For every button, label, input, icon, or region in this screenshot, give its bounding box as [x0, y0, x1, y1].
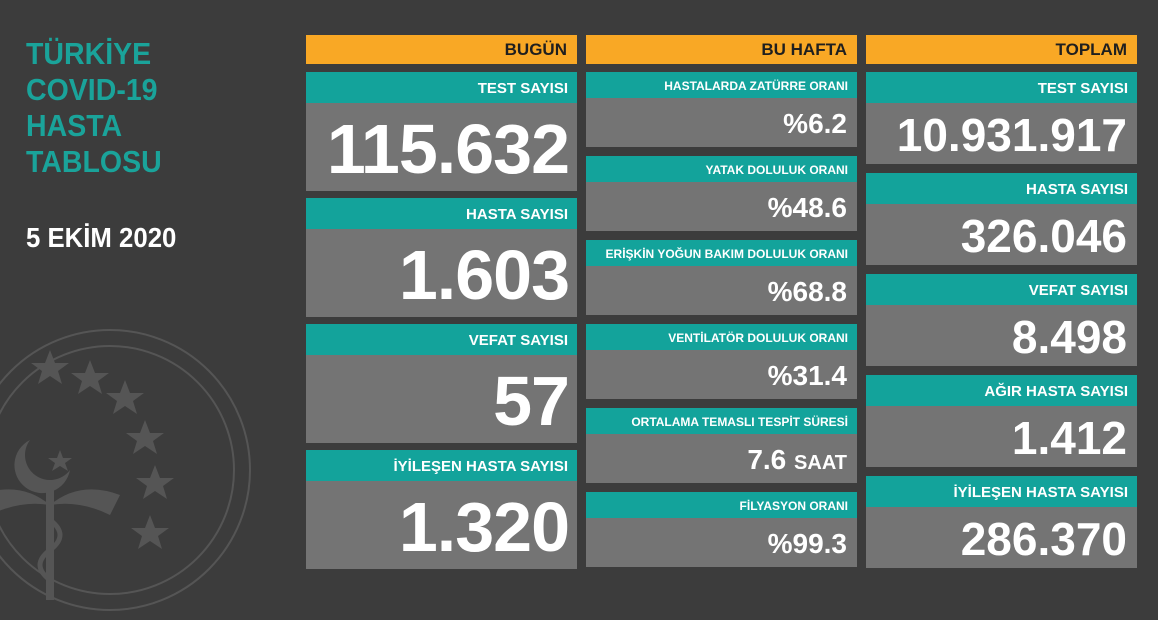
report-date: 5 EKİM 2020: [26, 222, 177, 253]
week-ventilator-card: VENTİLATÖR DOLULUK ORANI %31.4: [586, 324, 857, 399]
card-label: TEST SAYISI: [866, 72, 1137, 103]
card-value: 115.632: [306, 103, 577, 191]
value-number: 7.6: [747, 444, 787, 475]
card-label: VEFAT SAYISI: [306, 324, 577, 355]
card-label: VEFAT SAYISI: [866, 274, 1137, 305]
total-death-card: VEFAT SAYISI 8.498: [866, 274, 1137, 366]
title-line: HASTA: [26, 108, 123, 143]
week-header: BU HAFTA: [586, 35, 857, 64]
value-unit: SAAT: [794, 452, 847, 474]
total-test-card: TEST SAYISI 10.931.917: [866, 72, 1137, 164]
card-label: AĞIR HASTA SAYISI: [866, 375, 1137, 406]
card-label: İYİLEŞEN HASTA SAYISI: [866, 476, 1137, 507]
card-value: 1.603: [306, 229, 577, 317]
card-label: ORTALAMA TEMASLI TESPİT SÜRESİ: [586, 408, 857, 434]
card-value: %31.4: [586, 350, 857, 399]
week-filiation-card: FİLYASYON ORANI %99.3: [586, 492, 857, 567]
week-pneumonia-card: HASTALARDA ZATÜRRE ORANI %6.2: [586, 72, 857, 147]
title-line: TABLOSU: [26, 144, 162, 179]
today-column: BUGÜN TEST SAYISI 115.632 HASTA SAYISI 1…: [306, 35, 577, 569]
week-column: BU HAFTA HASTALARDA ZATÜRRE ORANI %6.2 Y…: [586, 35, 857, 567]
card-value: %68.8: [586, 266, 857, 315]
today-recovered-card: İYİLEŞEN HASTA SAYISI 1.320: [306, 450, 577, 569]
card-label: VENTİLATÖR DOLULUK ORANI: [586, 324, 857, 350]
total-recovered-card: İYİLEŞEN HASTA SAYISI 286.370: [866, 476, 1137, 568]
card-label: HASTALARDA ZATÜRRE ORANI: [586, 72, 857, 98]
card-label: TEST SAYISI: [306, 72, 577, 103]
card-label: YATAK DOLULUK ORANI: [586, 156, 857, 182]
card-value: %99.3: [586, 518, 857, 567]
page-title: TÜRKİYE COVID-19 HASTA TABLOSU: [26, 36, 162, 180]
today-case-card: HASTA SAYISI 1.603: [306, 198, 577, 317]
value-number: %99.3: [767, 528, 847, 559]
card-value: 286.370: [866, 507, 1137, 568]
total-header: TOPLAM: [866, 35, 1137, 64]
week-contact-card: ORTALAMA TEMASLI TESPİT SÜRESİ 7.6 SAAT: [586, 408, 857, 483]
value-number: %31.4: [767, 360, 847, 391]
card-value: 326.046: [866, 204, 1137, 265]
total-case-card: HASTA SAYISI 326.046: [866, 173, 1137, 265]
ministry-emblem-icon: [0, 329, 251, 611]
card-value: 1.320: [306, 481, 577, 569]
card-label: HASTA SAYISI: [866, 173, 1137, 204]
total-severe-card: AĞIR HASTA SAYISI 1.412: [866, 375, 1137, 467]
card-label: FİLYASYON ORANI: [586, 492, 857, 518]
card-value: 7.6 SAAT: [586, 434, 857, 483]
card-label: İYİLEŞEN HASTA SAYISI: [306, 450, 577, 481]
value-number: %6.2: [783, 108, 847, 139]
title-line: COVID-19: [26, 72, 158, 107]
card-label: HASTA SAYISI: [306, 198, 577, 229]
card-value: 10.931.917: [866, 103, 1137, 164]
card-label: ERİŞKİN YOĞUN BAKIM DOLULUK ORANI: [586, 240, 857, 266]
today-header: BUGÜN: [306, 35, 577, 64]
today-death-card: VEFAT SAYISI 57: [306, 324, 577, 443]
value-number: %68.8: [767, 276, 847, 307]
card-value: 8.498: [866, 305, 1137, 366]
week-icu-card: ERİŞKİN YOĞUN BAKIM DOLULUK ORANI %68.8: [586, 240, 857, 315]
today-test-card: TEST SAYISI 115.632: [306, 72, 577, 191]
week-bed-card: YATAK DOLULUK ORANI %48.6: [586, 156, 857, 231]
value-number: %48.6: [767, 192, 847, 223]
card-value: 1.412: [866, 406, 1137, 467]
card-value: 57: [306, 355, 577, 443]
card-value: %48.6: [586, 182, 857, 231]
total-column: TOPLAM TEST SAYISI 10.931.917 HASTA SAYI…: [866, 35, 1137, 568]
card-value: %6.2: [586, 98, 857, 147]
title-line: TÜRKİYE: [26, 36, 152, 71]
